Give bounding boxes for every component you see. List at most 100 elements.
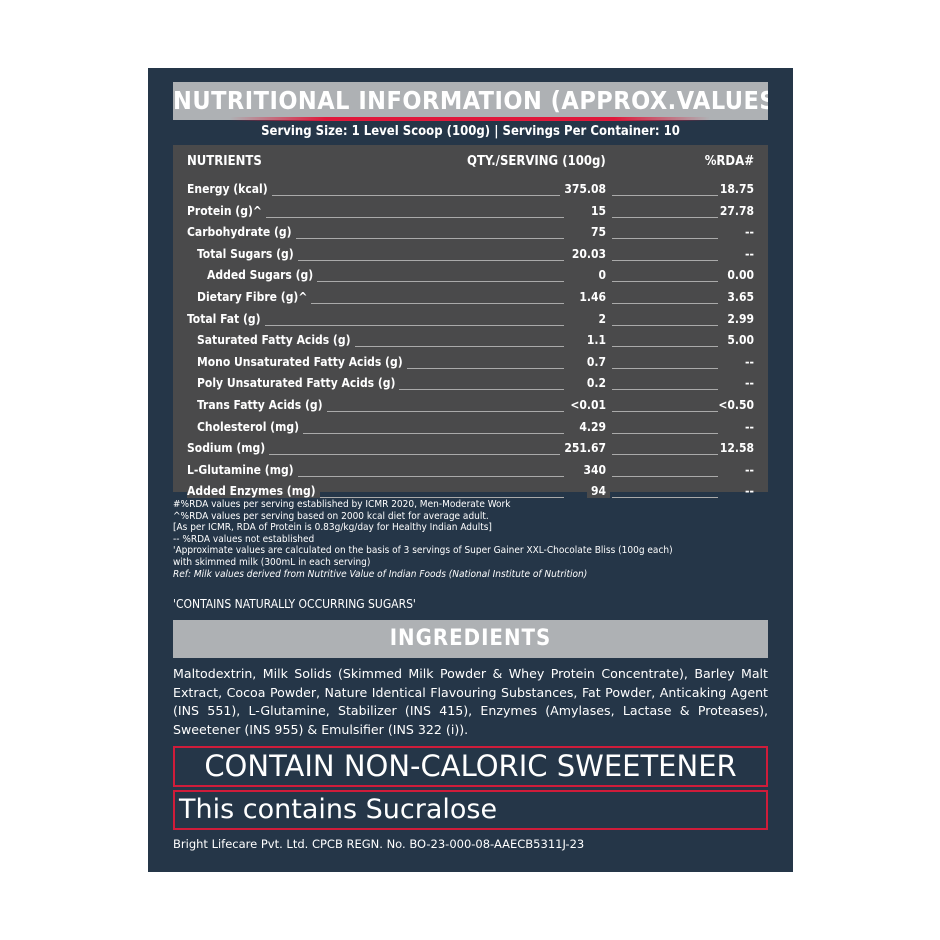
nutrient-qty: 0 — [594, 268, 610, 283]
sweetener-warning: CONTAIN NON-CALORIC SWEETENER — [173, 746, 768, 787]
leader-line — [197, 259, 564, 261]
footnote: ^%RDA values per serving based on 2000 k… — [173, 510, 489, 522]
table-row: Protein (g)^ 15 27.78 — [187, 202, 754, 222]
nutrition-table: NUTRIENTS QTY./SERVING (100g) %RDA# Ener… — [173, 145, 768, 499]
title-underline — [230, 117, 710, 121]
nutrient-name: Cholesterol (mg) — [197, 419, 304, 434]
leader-line — [612, 411, 718, 412]
nutrient-qty: 340 — [579, 462, 610, 477]
table-row: Carbohydrate (g) 75 -- — [187, 223, 754, 243]
table-row: Energy (kcal) 375.08 18.75 — [187, 180, 754, 200]
nutrient-rda: 27.78 — [719, 203, 754, 218]
nutrient-rda: 3.65 — [727, 290, 754, 304]
nutrient-qty: 4.29 — [575, 419, 610, 434]
leader-line — [612, 281, 718, 283]
leader-line — [187, 497, 564, 499]
nutrient-qty: 0.7 — [582, 354, 610, 369]
ref-note: Ref: Milk values derived from Nutritive … — [173, 568, 588, 580]
leader-line — [612, 497, 718, 499]
nutrient-qty: 1.1 — [582, 333, 610, 348]
nutrient-name: L-Glutamine (mg) — [187, 462, 298, 477]
nutrient-rda: 2.99 — [727, 311, 754, 326]
leader-line — [197, 303, 564, 304]
nutrient-name: Mono Unsaturated Fatty Acids (g) — [197, 354, 407, 369]
nutrient-name: Trans Fatty Acids (g) — [197, 398, 327, 412]
sucralose-notice: This contains Sucralose — [173, 790, 768, 830]
table-row: Total Fat (g) 2 2.99 — [187, 310, 754, 330]
table-row: Dietary Fibre (g)^ 1.46 3.65 — [187, 288, 754, 308]
nutrient-qty: 1.46 — [575, 290, 610, 304]
table-row: Added Enzymes (mg) 94 -- — [187, 482, 754, 502]
leader-line — [187, 195, 564, 196]
nutrient-qty: 94 — [586, 484, 610, 499]
leader-line — [612, 238, 718, 240]
leader-line — [187, 324, 564, 326]
table-row: L-Glutamine (mg) 340 -- — [187, 461, 754, 481]
nutrient-name: Saturated Fatty Acids (g) — [197, 333, 355, 348]
table-row: Added Sugars (g) 0 0.00 — [187, 266, 754, 286]
leader-line — [187, 238, 564, 240]
leader-line — [612, 454, 718, 456]
leader-line — [612, 259, 718, 261]
nutrient-rda: -- — [745, 484, 754, 499]
nutrient-qty: 2 — [594, 311, 610, 326]
table-row: Sodium (mg) 251.67 12.58 — [187, 439, 754, 459]
leader-line — [612, 389, 718, 391]
table-row: Saturated Fatty Acids (g) 1.1 5.00 — [187, 331, 754, 351]
nutrition-title: NUTRITIONAL INFORMATION (APPROX.VALUES): — [173, 82, 768, 120]
nutrient-rda: 18.75 — [719, 182, 754, 196]
leader-line — [612, 303, 718, 304]
nutrient-rda: -- — [745, 376, 754, 391]
nutrient-rda: -- — [745, 419, 754, 434]
nutrient-name: Sodium (mg) — [187, 441, 270, 456]
nutrient-rda: 12.58 — [719, 441, 754, 456]
nutrient-name: Protein (g)^ — [187, 203, 266, 218]
footnote: with skimmed milk (300mL in each serving… — [173, 556, 371, 568]
leader-line — [197, 432, 564, 434]
footnote: [As per ICMR, RDA of Protein is 0.83g/kg… — [173, 522, 492, 534]
nutrient-name: Dietary Fibre (g)^ — [197, 290, 312, 304]
leader-line — [612, 216, 718, 218]
leader-line — [187, 475, 564, 477]
header-qty: QTY./SERVING (100g) — [467, 154, 606, 169]
nutrient-name: Energy (kcal) — [187, 182, 272, 196]
sugars-note: 'CONTAINS NATURALLY OCCURRING SUGARS' — [173, 597, 416, 611]
footnote: #%RDA values per serving established by … — [173, 499, 511, 510]
footnotes: #%RDA values per serving established by … — [173, 499, 673, 580]
leader-line — [207, 281, 564, 283]
nutrient-rda: 0.00 — [727, 268, 754, 283]
nutrient-qty: 75 — [586, 225, 610, 240]
facility-note: Manufactured in the same facility which … — [190, 56, 517, 67]
nutrient-rda: -- — [745, 354, 754, 369]
nutrient-name: Total Sugars (g) — [197, 246, 298, 261]
leader-line — [612, 195, 718, 196]
table-row: Total Sugars (g) 20.03 -- — [187, 245, 754, 265]
table-row: Trans Fatty Acids (g) <0.01 <0.50 — [187, 396, 754, 416]
nutrient-rda: -- — [745, 462, 754, 477]
leader-line — [612, 475, 718, 477]
nutrient-rda: <0.50 — [718, 398, 754, 412]
nutrient-name: Added Sugars (g) — [207, 268, 318, 283]
header-nutrients: NUTRIENTS — [187, 154, 262, 169]
leader-line — [197, 346, 564, 348]
nutrient-rda: -- — [745, 246, 754, 261]
table-row: Cholesterol (mg) 4.29 -- — [187, 418, 754, 438]
leader-line — [197, 411, 564, 412]
serving-info: Serving Size: 1 Level Scoop (100g) | Ser… — [261, 124, 680, 139]
manufacturer-footer: Bright Lifecare Pvt. Ltd. CPCB REGN. No.… — [173, 837, 585, 851]
nutrient-rda: 5.00 — [727, 333, 754, 348]
nutrient-rda: -- — [745, 225, 754, 240]
leader-line — [612, 346, 718, 348]
ingredients-title: INGREDIENTS — [173, 620, 768, 658]
nutrient-name: Added Enzymes (mg) — [187, 484, 320, 499]
ingredients-text: Maltodextrin, Milk Solids (Skimmed Milk … — [173, 666, 768, 737]
leader-line — [612, 432, 718, 434]
nutrient-qty: 251.67 — [560, 441, 610, 456]
nutrient-qty: 0.2 — [582, 376, 610, 391]
nutrient-qty: 20.03 — [567, 246, 610, 261]
leader-line — [612, 367, 718, 369]
nutrient-qty: 375.08 — [560, 182, 610, 196]
nutrient-name: Total Fat (g) — [187, 311, 265, 326]
nutrient-name: Poly Unsaturated Fatty Acids (g) — [197, 376, 400, 391]
nutrient-qty: 15 — [586, 203, 610, 218]
